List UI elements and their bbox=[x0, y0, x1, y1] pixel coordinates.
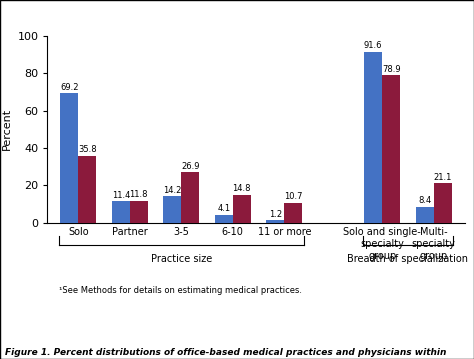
Bar bbox=[233, 195, 251, 223]
Bar bbox=[163, 196, 181, 223]
Bar bbox=[78, 156, 96, 223]
Bar bbox=[181, 172, 199, 223]
Text: Practice size: Practice size bbox=[151, 254, 212, 264]
Text: 11.4: 11.4 bbox=[111, 191, 130, 200]
Bar bbox=[434, 183, 452, 223]
Bar bbox=[130, 201, 148, 223]
Text: 21.1: 21.1 bbox=[433, 173, 452, 182]
Bar bbox=[364, 52, 382, 223]
Text: 69.2: 69.2 bbox=[60, 83, 79, 92]
Text: 4.1: 4.1 bbox=[217, 204, 230, 214]
Text: 78.9: 78.9 bbox=[382, 65, 401, 74]
Text: Breadth of specialization: Breadth of specialization bbox=[347, 254, 468, 264]
Text: Figure 1. Percent distributions of office-based medical practices and physicians: Figure 1. Percent distributions of offic… bbox=[5, 348, 446, 357]
Y-axis label: Percent: Percent bbox=[2, 108, 12, 150]
Bar bbox=[416, 207, 434, 223]
Text: 26.9: 26.9 bbox=[181, 162, 200, 171]
Bar bbox=[382, 75, 400, 223]
Text: 8.4: 8.4 bbox=[418, 196, 431, 205]
Bar bbox=[284, 202, 302, 223]
Text: 14.2: 14.2 bbox=[163, 186, 182, 195]
Text: 11.8: 11.8 bbox=[129, 190, 148, 199]
Bar bbox=[215, 215, 233, 223]
Bar bbox=[60, 93, 78, 223]
Text: 14.8: 14.8 bbox=[233, 185, 251, 194]
Text: 91.6: 91.6 bbox=[364, 41, 383, 50]
Bar bbox=[112, 201, 130, 223]
Text: 35.8: 35.8 bbox=[78, 145, 97, 154]
Text: 10.7: 10.7 bbox=[284, 192, 302, 201]
Text: 1.2: 1.2 bbox=[269, 210, 282, 219]
Bar bbox=[266, 220, 284, 223]
Text: ¹See Methods for details on estimating medical practices.: ¹See Methods for details on estimating m… bbox=[59, 286, 302, 295]
